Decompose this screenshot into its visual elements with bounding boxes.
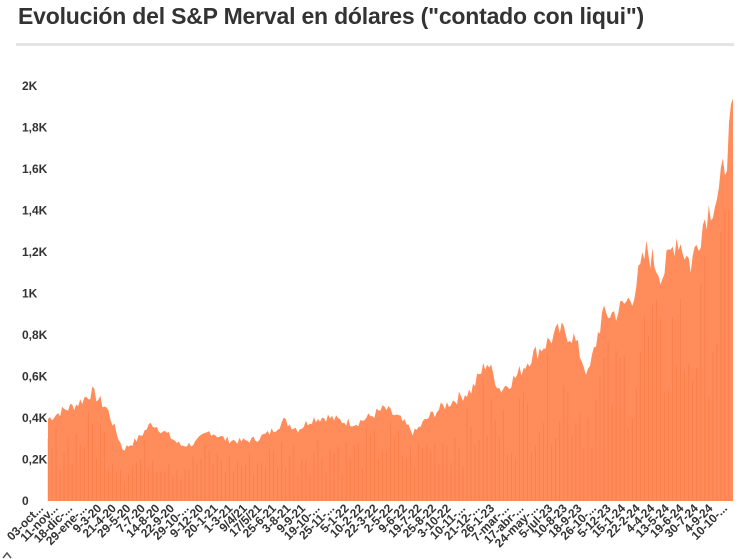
data-point — [164, 431, 168, 435]
data-point — [135, 437, 139, 441]
data-point — [267, 431, 271, 435]
x-axis: 03-oct...11-nov...18-dic-...29-ene-...9-… — [4, 501, 730, 549]
data-point — [498, 387, 502, 391]
data-point — [631, 292, 635, 296]
data-point — [296, 426, 300, 430]
title-divider — [16, 43, 734, 46]
data-point — [339, 418, 343, 422]
plot-area — [46, 98, 735, 501]
y-tick-label: 0,2K — [22, 453, 48, 467]
data-point — [485, 358, 489, 362]
y-tick-label: 0,8K — [22, 328, 48, 342]
data-point — [121, 447, 125, 451]
y-tick-label: 1,4K — [22, 204, 48, 218]
data-point — [529, 354, 533, 358]
scroll-up-arrow-icon[interactable] — [0, 549, 14, 559]
data-point — [704, 209, 708, 213]
y-tick-label: 1,8K — [22, 121, 48, 135]
data-point — [427, 414, 431, 418]
y-tick-label: 1K — [22, 287, 38, 301]
y-tick-label: 2K — [22, 79, 38, 93]
y-tick-label: 0,6K — [22, 370, 48, 384]
data-point — [455, 395, 459, 399]
series-area — [48, 98, 733, 501]
data-point — [470, 387, 474, 391]
data-point — [150, 420, 154, 424]
data-point — [412, 431, 416, 435]
data-point — [542, 341, 546, 345]
chart-title: Evolución del S&P Merval en dólares ("co… — [18, 3, 644, 29]
data-point — [731, 109, 735, 113]
data-point — [354, 420, 358, 424]
data-point — [74, 402, 78, 406]
data-point — [441, 404, 445, 408]
y-tick-label: 0,4K — [22, 411, 48, 425]
y-tick-label: 1,2K — [22, 245, 48, 259]
data-point — [282, 418, 286, 422]
data-point — [223, 437, 227, 441]
y-tick-label: 1,6K — [22, 162, 48, 176]
data-point — [689, 260, 693, 264]
data-point — [310, 416, 314, 420]
data-point — [513, 375, 517, 379]
data-point — [660, 271, 664, 275]
data-point — [238, 439, 242, 443]
data-point — [46, 416, 50, 420]
data-point — [572, 333, 576, 337]
data-point — [368, 414, 372, 418]
y-axis: 0 0,2K 0,4K 0,6K 0,8K 1K 1,2K 1,4K 1,6K 1,8K 2K — [22, 79, 48, 508]
data-point — [615, 308, 619, 312]
y-tick-label: 0 — [22, 494, 29, 508]
data-point — [192, 441, 196, 445]
data-point — [398, 416, 402, 420]
data-point — [645, 246, 649, 250]
data-point — [208, 428, 212, 432]
data-point — [253, 437, 257, 441]
data-point — [383, 406, 387, 410]
data-point — [90, 389, 94, 393]
data-point — [179, 443, 183, 447]
data-point — [61, 408, 65, 412]
data-point — [105, 406, 109, 410]
data-point — [718, 188, 722, 192]
data-point — [600, 312, 604, 316]
data-point — [558, 327, 562, 331]
data-point — [586, 372, 590, 376]
data-point — [675, 231, 679, 235]
data-point — [325, 414, 329, 418]
